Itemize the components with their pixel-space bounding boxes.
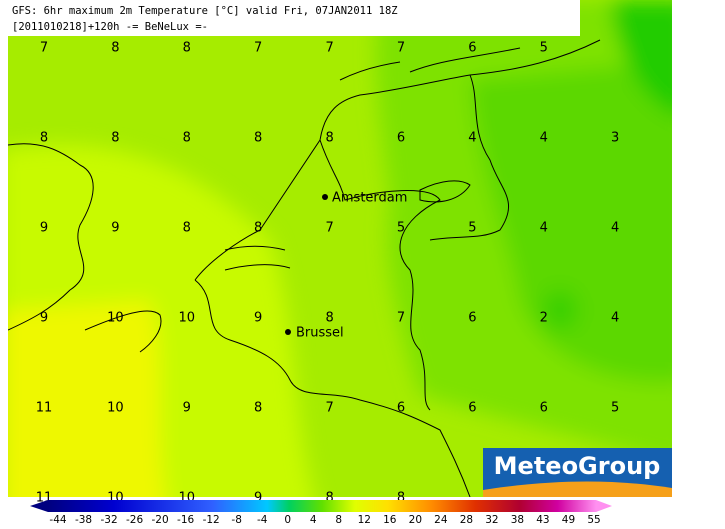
grid-value: 6 (397, 401, 405, 416)
grid-value: 11 (36, 401, 53, 416)
grid-value: 6 (468, 401, 476, 416)
grid-value: 9 (254, 491, 262, 506)
grid-value: 8 (183, 221, 191, 236)
grid-value: 8 (397, 491, 405, 506)
grid-value: 4 (468, 131, 476, 146)
grid-value: 8 (254, 131, 262, 146)
grid-value: 6 (468, 41, 476, 56)
grid-value: 8 (254, 401, 262, 416)
colorbar-label: -20 (152, 514, 169, 525)
city-dot (285, 329, 291, 335)
colorbar-label: 43 (536, 514, 549, 525)
grid-value: 10 (107, 401, 124, 416)
grid-value: 8 (111, 131, 119, 146)
grid-value: 9 (40, 311, 48, 326)
grid-value: 7 (397, 41, 405, 56)
grid-value: 9 (40, 221, 48, 236)
header-line: [2011010218]+120h -= BeNeLux =- (12, 21, 208, 33)
city-label: Amsterdam (332, 191, 407, 206)
colorbar: -44 -38 -32 -26 -20 -16 -12 -8 -4 0 4 8 12 16 20 24 28 32… (30, 500, 612, 526)
grid-value: 7 (325, 221, 333, 236)
colorbar-label: 24 (434, 514, 448, 525)
colorbar-label: -12 (203, 514, 220, 525)
grid-value: 5 (468, 221, 476, 236)
grid-value: 5 (397, 221, 405, 236)
grid-value: 7 (325, 41, 333, 56)
city-dot (322, 194, 328, 200)
grid-value: 7 (40, 41, 48, 56)
grid-value: 3 (611, 131, 619, 146)
grid-value: 4 (611, 311, 619, 326)
grid-value: 6 (468, 311, 476, 326)
grid-value: 5 (611, 401, 619, 416)
header-line: GFS: 6hr maximum 2m Temperature [°C] val… (12, 5, 398, 17)
grid-value: 9 (254, 311, 262, 326)
colorbar-label: -4 (257, 514, 268, 525)
grid-value: 5 (540, 41, 548, 56)
colorbar-label: -32 (100, 514, 117, 525)
city-label: Brussel (296, 326, 344, 341)
grid-value: 8 (183, 41, 191, 56)
logo: MeteoGroup (483, 448, 672, 497)
grid-value: 7 (254, 41, 262, 56)
grid-value: 9 (111, 221, 119, 236)
colorbar-label: 20 (409, 514, 422, 525)
colorbar-label: -26 (126, 514, 143, 525)
grid-value: 10 (107, 311, 124, 326)
grid-value: 10 (179, 311, 196, 326)
colorbar-label: -38 (75, 514, 92, 525)
grid-value: 8 (183, 131, 191, 146)
grid-value: 6 (540, 401, 548, 416)
logo-text: MeteoGroup (494, 452, 661, 480)
grid-value: 8 (325, 131, 333, 146)
grid-value: 7 (325, 401, 333, 416)
grid-value: 8 (40, 131, 48, 146)
grid-value: 8 (325, 311, 333, 326)
grid-value: 8 (254, 221, 262, 236)
colorbar-label: -44 (49, 514, 66, 525)
grid-value: 4 (540, 221, 548, 236)
grid-value: 8 (111, 41, 119, 56)
grid-value: 2 (540, 311, 548, 326)
colorbar-label: 4 (310, 514, 317, 525)
colorbar-label: 28 (460, 514, 473, 525)
colorbar-label: 55 (587, 514, 600, 525)
colorbar-label: 12 (358, 514, 371, 525)
header-box (8, 0, 580, 36)
grid-value: 4 (540, 131, 548, 146)
colorbar-label: 49 (562, 514, 575, 525)
colorbar-label: 16 (383, 514, 397, 525)
coastlines (8, 39, 601, 497)
colorbar-label: -8 (231, 514, 241, 525)
grid-value: 9 (183, 401, 191, 416)
grid-value: 6 (397, 131, 405, 146)
colorbar-label: 8 (335, 514, 342, 525)
grid-value: 8 (325, 491, 333, 506)
colorbar-label: -16 (177, 514, 194, 525)
grid-value: 7 (397, 311, 405, 326)
grid-value: 4 (611, 221, 619, 236)
colorbar-label: 0 (284, 514, 291, 525)
colorbar-label: 32 (485, 514, 498, 525)
colorbar-label: 38 (511, 514, 524, 525)
